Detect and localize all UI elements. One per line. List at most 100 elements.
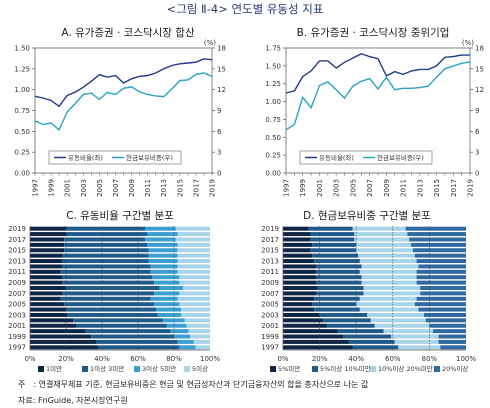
panel-c-bar-segment-2016-4 bbox=[177, 242, 210, 247]
panel-d-bar-segment-2008-1 bbox=[283, 286, 318, 290]
panel-b-y-left-tick-label: 1.50 bbox=[265, 62, 281, 70]
panel-a-line-chart: A. 유가증권 · 코스닥시장 합산 (%) 0.00 0.25 0.50 0.75 1… bbox=[14, 27, 226, 197]
panel-a-x-tick-label: 2013 bbox=[160, 179, 168, 197]
panel-b-y-right-tick-label: 15 bbox=[475, 65, 484, 73]
panel-d-bar-segment-2007-2 bbox=[315, 291, 364, 296]
panel-c-bar-segment-1998-3 bbox=[177, 339, 194, 344]
panel-d-bar-segment-2018-4 bbox=[407, 232, 466, 237]
panel-c-bar-segment-2004-4 bbox=[181, 307, 210, 312]
panel-b-x-tick-label: 2005 bbox=[349, 179, 357, 197]
panel-c-bar-segment-2017-1 bbox=[30, 237, 65, 242]
panel-d-bar-segment-2014-4 bbox=[414, 253, 466, 258]
panel-b-x-tick-label: 2017 bbox=[450, 179, 458, 197]
panel-d-bar-segment-2004-4 bbox=[418, 307, 466, 312]
panel-b-x-tick-label: 2011 bbox=[400, 179, 408, 197]
panel-c-bar-segment-2018-4 bbox=[177, 232, 210, 237]
panel-a-x-tick-label: 2001 bbox=[64, 179, 72, 197]
panel-c-bar-segment-2001-3 bbox=[166, 323, 187, 328]
panel-b-y-left-tick-label: 1.00 bbox=[265, 98, 281, 106]
panel-c-y-tick-label: 2017 bbox=[8, 236, 26, 244]
panel-c-legend-swatch-3 bbox=[134, 366, 140, 372]
panel-b-y-left-tick-label: 0.50 bbox=[265, 134, 281, 142]
panel-c-bar-segment-2009-2 bbox=[62, 280, 155, 285]
panel-c-legend-swatch-4 bbox=[184, 366, 190, 372]
panel-c-bar-segment-2011-3 bbox=[150, 269, 178, 274]
panel-d-x-tick-label: 20% bbox=[312, 355, 328, 363]
panel-c-legend-swatch-1 bbox=[38, 366, 44, 372]
panel-a-x-tick-label: 2009 bbox=[128, 179, 136, 197]
panel-d-bar-segment-2010-3 bbox=[361, 275, 417, 280]
panel-a-y-right-tick-label: 15 bbox=[217, 65, 226, 73]
panel-d-bar-segment-2005-1 bbox=[283, 302, 313, 307]
panel-d-bar-segment-1997-1 bbox=[283, 345, 353, 350]
panel-d-bar-segment-2010-1 bbox=[283, 275, 316, 280]
panel-a-x-tick-label: 2019 bbox=[209, 179, 217, 197]
panel-d-y-tick-label: 2013 bbox=[261, 257, 279, 265]
panel-c-bar-segment-2016-1 bbox=[30, 242, 65, 247]
panel-d-y-tick-label: 2015 bbox=[261, 247, 279, 255]
panel-d-bar-segment-2004-3 bbox=[359, 307, 419, 312]
panel-c-bar-segment-2016-2 bbox=[64, 242, 147, 247]
panel-a-x-tick-label: 2003 bbox=[80, 179, 88, 197]
panel-c-bar-segment-2006-1 bbox=[30, 296, 61, 301]
panel-c-bar-segment-1997-4 bbox=[195, 345, 210, 350]
panel-c-bar-segment-2009-3 bbox=[154, 280, 180, 285]
panel-d-bar-segment-1997-2 bbox=[352, 345, 399, 350]
panel-a-y-right-tick-label: 9 bbox=[217, 107, 221, 115]
panel-b-x-tick-label: 2003 bbox=[333, 179, 341, 197]
panel-d-bar-segment-2010-4 bbox=[416, 275, 466, 280]
panel-d-bar-segment-2003-4 bbox=[423, 312, 466, 317]
panel-d-bar-segment-2017-1 bbox=[283, 237, 311, 242]
panel-d-bar-segment-2013-3 bbox=[359, 259, 417, 264]
panel-d-bar-segment-2002-3 bbox=[370, 318, 426, 323]
panel-d-bar-segment-2002-4 bbox=[425, 318, 466, 323]
panel-c-bar-segment-2004-3 bbox=[156, 307, 182, 312]
panel-b-y-right-tick-label: 12 bbox=[475, 86, 484, 94]
panel-d-bar-segment-1999-2 bbox=[343, 334, 391, 339]
panel-c-bar-segment-1997-3 bbox=[179, 345, 196, 350]
panel-d-bar-segment-2019-4 bbox=[405, 226, 466, 231]
panel-a-x-tick-label: 1997 bbox=[32, 179, 40, 197]
panel-d-bar-segment-2017-3 bbox=[354, 237, 410, 242]
panel-c-bar-segment-2019-3 bbox=[145, 226, 176, 231]
panel-d-legend-label-3: 10%이상 20%미만 bbox=[378, 364, 433, 373]
panel-d-stacked-bar-chart: D. 현금보유비중 구간별 분포 2019 2017 2015 2013 2011 200… bbox=[261, 210, 476, 373]
panel-d-x-tick-label: 80% bbox=[422, 355, 438, 363]
panel-c-bar-segment-2014-2 bbox=[62, 253, 149, 258]
panel-d-bar-segment-2016-3 bbox=[356, 242, 412, 247]
panel-d-bar-segment-2003-2 bbox=[319, 312, 368, 317]
panel-d-y-tick-label: 2009 bbox=[261, 279, 279, 287]
panel-c-y-tick-label: 2009 bbox=[8, 279, 26, 287]
panel-b-y-left-tick-label: 0.75 bbox=[265, 116, 281, 124]
panel-d-bar-segment-1998-3 bbox=[394, 339, 439, 344]
panel-b-y-left-tick-label: 0.00 bbox=[265, 170, 281, 178]
panel-d-bar-segment-2000-2 bbox=[337, 329, 384, 334]
panel-b-y-right-tick-label: 9 bbox=[475, 107, 479, 115]
panel-c-bar-segment-2000-3 bbox=[170, 329, 189, 334]
panel-c-bar-segment-2001-2 bbox=[76, 323, 167, 328]
panel-a-legend-label-2: 현금보유비중(우) bbox=[126, 153, 173, 162]
panel-c-bar-segment-2015-2 bbox=[64, 248, 149, 253]
panel-d-legend-label-4: 20%이상 bbox=[442, 364, 468, 373]
panel-d-bar-segment-2004-1 bbox=[283, 307, 315, 312]
panel-c-bar-segment-2012-4 bbox=[177, 264, 210, 269]
panel-c-bar-segment-2017-4 bbox=[175, 237, 210, 242]
panel-c-x-tick-label: 40% bbox=[94, 355, 110, 363]
panel-c-bar-segment-2008-3 bbox=[159, 286, 183, 290]
panel-a-legend-label-1: 유동비율(좌) bbox=[68, 153, 103, 162]
panel-d-bar-segment-2011-2 bbox=[315, 269, 360, 274]
panel-d-x-tick-label: 60% bbox=[385, 355, 401, 363]
panel-c-bar-segment-2010-4 bbox=[179, 275, 210, 280]
panel-c-bar-segment-2008-4 bbox=[183, 286, 210, 290]
panel-d-bar-segment-2009-1 bbox=[283, 280, 316, 285]
panel-c-y-tick-label: 1997 bbox=[8, 344, 26, 352]
panel-d-legend-swatch-1 bbox=[270, 366, 276, 372]
panel-d-x-tick-label: 40% bbox=[348, 355, 364, 363]
panel-b-x-tick-label: 2001 bbox=[316, 179, 324, 197]
panel-c-bar-segment-2015-3 bbox=[148, 248, 178, 253]
panel-d-bar-segment-2010-2 bbox=[315, 275, 362, 280]
panel-c-bar-segment-2012-1 bbox=[30, 264, 63, 269]
panel-d-y-tick-label: 1999 bbox=[261, 333, 279, 341]
panel-c-bar-segment-2011-2 bbox=[60, 269, 151, 274]
